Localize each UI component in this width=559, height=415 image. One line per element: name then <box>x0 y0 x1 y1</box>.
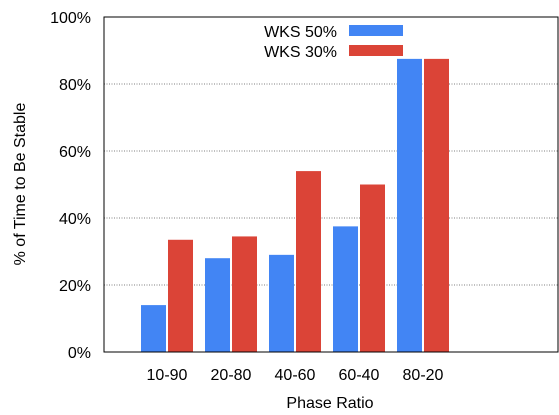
legend-label: WKS 30% <box>264 44 337 61</box>
x-tick-label: 60-40 <box>339 367 380 384</box>
y-tick-label: 100% <box>50 10 91 27</box>
bar-wks-50-10-90 <box>141 305 166 352</box>
bar-wks-30-20-80 <box>232 236 257 352</box>
bar-wks-30-60-40 <box>360 184 385 352</box>
bar-wks-50-20-80 <box>205 258 230 352</box>
y-tick-label: 40% <box>59 211 91 228</box>
x-tick-label: 20-80 <box>211 367 252 384</box>
y-axis-title: % of Time to Be Stable <box>12 103 29 266</box>
plot-frame <box>103 16 559 353</box>
legend-swatch <box>349 25 403 36</box>
y-axis-ticks: 0% 20% 40% 60% 80% 100% <box>50 10 91 362</box>
x-axis-ticks: 10-90 20-80 40-60 60-40 80-20 <box>147 367 444 384</box>
x-tick-label: 80-20 <box>403 367 444 384</box>
x-tick-label: 40-60 <box>275 367 316 384</box>
legend-label: WKS 50% <box>264 24 337 41</box>
bar-wks-30-10-90 <box>168 239 193 352</box>
bar-wks-30-80-20 <box>424 58 449 352</box>
bar-wks-50-60-40 <box>333 226 358 352</box>
legend-swatch <box>349 45 403 56</box>
y-tick-label: 80% <box>59 77 91 94</box>
legend: WKS 50% WKS 30% <box>264 24 403 61</box>
x-tick-label: 10-90 <box>147 367 188 384</box>
bar-wks-50-80-20 <box>397 58 422 352</box>
y-tick-label: 0% <box>68 345 91 362</box>
y-tick-label: 20% <box>59 278 91 295</box>
y-tick-label: 60% <box>59 144 91 161</box>
bars <box>141 58 449 352</box>
bar-wks-50-40-60 <box>269 254 294 352</box>
x-axis-title: Phase Ratio <box>286 395 373 412</box>
bar-wks-30-40-60 <box>296 171 321 352</box>
